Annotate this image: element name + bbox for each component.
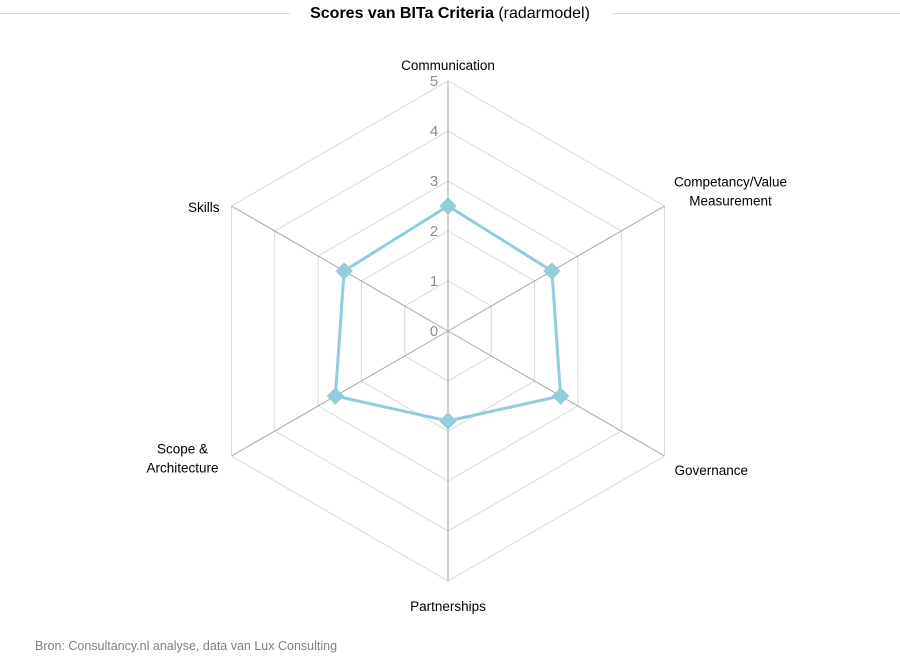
series-point-0-5: [335, 262, 353, 280]
chart-header: Scores van BITa Criteria (radarmodel): [0, 0, 900, 34]
chart-title-rest: (radarmodel): [493, 5, 590, 22]
tick-label-2: 2: [430, 223, 438, 240]
axis-label-2-line-0: Governance: [675, 463, 749, 478]
tick-label-0: 0: [430, 323, 438, 340]
tick-label-4: 4: [430, 123, 438, 140]
axis-label-1: Competancy/Value Measurement: [674, 175, 787, 209]
axis-label-5: Skills: [188, 200, 220, 215]
axis-label-2: Governance: [675, 463, 749, 478]
title-rule-right: [612, 13, 900, 14]
axis-label-0: Communication: [401, 58, 495, 73]
series-point-0-0: [439, 197, 457, 215]
series-point-0-4: [326, 387, 345, 405]
source-note: Bron: Consultancy.nl analyse, data van L…: [35, 639, 338, 653]
radar-series: [326, 197, 570, 430]
series-point-0-2: [551, 387, 570, 405]
axis-label-3-line-0: Partnerships: [410, 599, 486, 614]
title-rule-left: [0, 13, 290, 14]
axis-label-4: Scope & Architecture: [146, 442, 218, 476]
axis-label-1-line-0: Competancy/Value: [674, 175, 787, 190]
axis-label-3: Partnerships: [410, 599, 486, 614]
series-point-0-3: [439, 412, 457, 430]
radar-spokes: [231, 81, 665, 581]
series-point-0-1: [543, 262, 561, 280]
axis-label-4-line-0: Scope &: [157, 442, 208, 457]
axis-label-5-line-0: Skills: [188, 200, 220, 215]
chart-title-bold: Scores van BITa Criteria: [310, 5, 494, 22]
radar-axis-labels: Communication Competancy/Value Measurement…: [146, 58, 787, 614]
tick-label-5: 5: [430, 73, 438, 90]
radar-tick-labels: 0 1 2 3 4 5: [430, 73, 438, 340]
axis-label-0-line-0: Communication: [401, 58, 495, 73]
tick-label-3: 3: [430, 173, 438, 190]
chart-title: Scores van BITa Criteria (radarmodel): [0, 5, 900, 23]
tick-label-1: 1: [430, 273, 438, 290]
axis-label-1-line-1: Measurement: [689, 194, 772, 209]
axis-label-4-line-1: Architecture: [146, 461, 218, 476]
